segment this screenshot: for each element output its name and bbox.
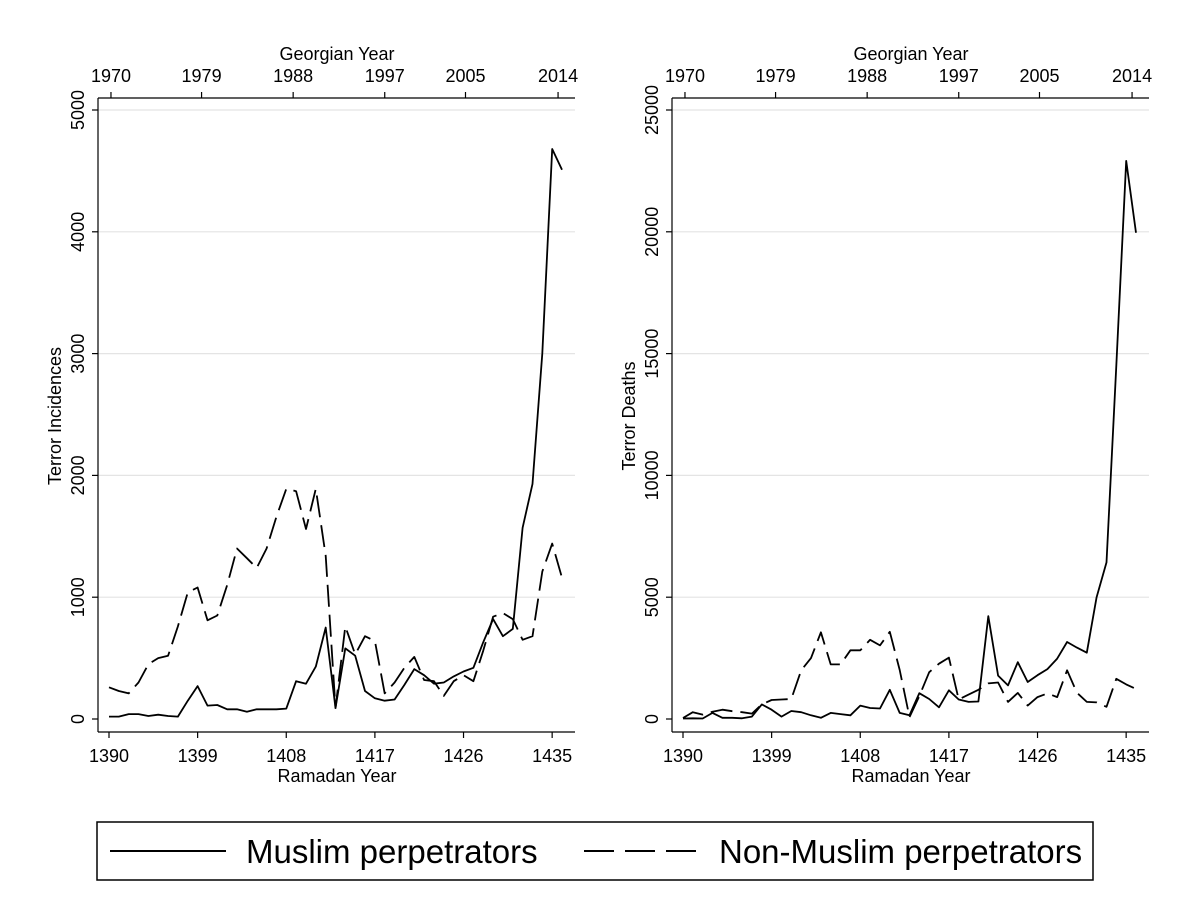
right-x-tick-label-top: 2014: [1112, 66, 1152, 86]
right-x-tick-label-top: 2005: [1019, 66, 1059, 86]
left-y-tick-label: 0: [68, 714, 88, 724]
right-x-tick-label-bottom: 1390: [663, 746, 703, 766]
left-x-tick-label-top: 1988: [273, 66, 313, 86]
left-y-tick-label: 3000: [68, 334, 88, 374]
left-x-tick-label-top: 2014: [538, 66, 578, 86]
left-bottom-axis-title: Ramadan Year: [277, 766, 396, 786]
left-x-tick-label-top: 1997: [365, 66, 405, 86]
left-series-non-muslim-line: [108, 487, 563, 709]
left-y-tick-label: 1000: [68, 577, 88, 617]
right-series-non-muslim-line: [682, 630, 1137, 719]
left-y-tick-label: 2000: [68, 455, 88, 495]
left-x-tick-label-bottom: 1426: [443, 746, 483, 766]
left-chart-panel: Georgian Year Ramadan Year Terror Incide…: [45, 44, 578, 786]
left-x-tick-label-bottom: 1408: [266, 746, 306, 766]
left-x-tick-label-bottom: 1435: [532, 746, 572, 766]
left-x-tick-label-bottom: 1399: [178, 746, 218, 766]
right-x-tick-label-bottom: 1435: [1106, 746, 1146, 766]
right-x-tick-label-bottom: 1426: [1017, 746, 1057, 766]
right-x-tick-label-bottom: 1408: [840, 746, 880, 766]
left-x-tick-label-top: 1979: [182, 66, 222, 86]
right-y-tick-label: 20000: [642, 207, 662, 257]
left-y-tick-label: 4000: [68, 212, 88, 252]
right-x-tick-label-top: 1997: [939, 66, 979, 86]
right-series-muslim-line: [682, 159, 1137, 720]
right-y-tick-label: 5000: [642, 577, 662, 617]
right-x-tick-label-top: 1988: [847, 66, 887, 86]
right-top-axis-title: Georgian Year: [853, 44, 968, 64]
right-x-tick-label-bottom: 1399: [752, 746, 792, 766]
right-y-tick-label: 15000: [642, 329, 662, 379]
left-x-tick-label-bottom: 1417: [355, 746, 395, 766]
right-x-tick-label-top: 1970: [665, 66, 705, 86]
legend: Muslim perpetrators Non-Muslim perpetrat…: [96, 821, 1094, 881]
left-top-axis-title: Georgian Year: [279, 44, 394, 64]
right-x-tick-label-bottom: 1417: [929, 746, 969, 766]
right-y-tick-label: 10000: [642, 450, 662, 500]
legend-label-non-muslim: Non-Muslim perpetrators: [719, 833, 1082, 870]
right-x-tick-label-top: 1979: [756, 66, 796, 86]
right-y-tick-label: 0: [642, 714, 662, 724]
right-y-tick-label: 25000: [642, 85, 662, 135]
left-y-tick-label: 5000: [68, 90, 88, 130]
left-x-tick-label-bottom: 1390: [89, 746, 129, 766]
right-y-axis-title: Terror Deaths: [619, 361, 639, 470]
right-bottom-axis-title: Ramadan Year: [851, 766, 970, 786]
left-y-axis-title: Terror Incidences: [45, 347, 65, 485]
right-chart-panel: Georgian Year Ramadan Year Terror Deaths…: [619, 44, 1152, 786]
left-x-tick-label-top: 1970: [91, 66, 131, 86]
left-x-tick-label-top: 2005: [445, 66, 485, 86]
legend-label-muslim: Muslim perpetrators: [246, 833, 538, 870]
